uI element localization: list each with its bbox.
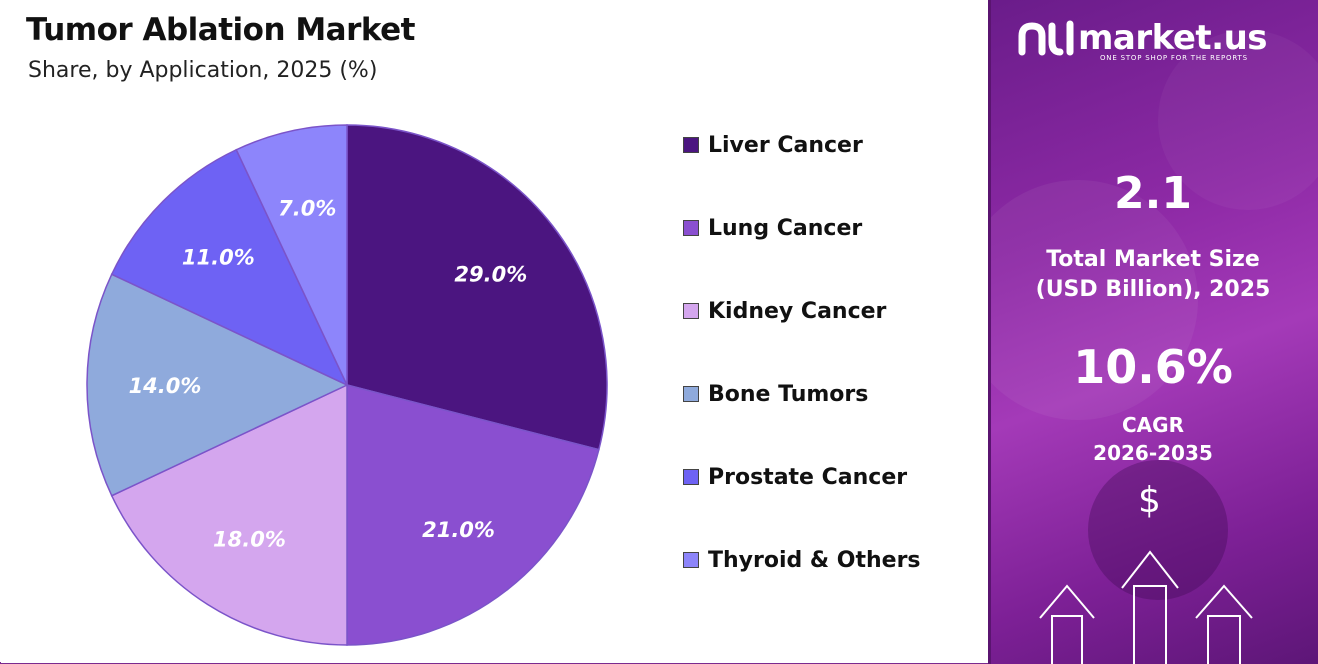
sidebar-border (988, 0, 991, 664)
legend-swatch (683, 303, 699, 319)
legend-swatch (683, 469, 699, 485)
legend-item-kidney-cancer: Kidney Cancer (683, 294, 886, 328)
legend-label: Bone Tumors (708, 381, 869, 407)
logo-icon (1018, 20, 1074, 56)
chart-title: Tumor Ablation Market (26, 12, 416, 48)
legend-label: Kidney Cancer (708, 298, 887, 324)
brand-name: market.us (1078, 18, 1268, 58)
chart-subtitle: Share, by Application, 2025 (%) (28, 58, 378, 83)
slice-label-prostate-cancer: 11.0% (182, 245, 255, 269)
legend-swatch (683, 220, 699, 236)
market-size-value: 2.1 (1114, 168, 1192, 219)
background-decoration (988, 30, 1318, 600)
up-arrow-icon (1195, 584, 1253, 664)
slice-label-liver-cancer: 29.0% (454, 262, 527, 286)
pie-slice-thyroid-others (235, 124, 348, 386)
pie-slice-lung-cancer (346, 384, 600, 646)
dollar-icon: $ (1138, 480, 1161, 521)
pie-slice-bone-tumors (86, 273, 349, 497)
summary-sidebar: market.us ONE STOP SHOP FOR THE REPORTS … (988, 0, 1318, 664)
legend-label: Prostate Cancer (708, 464, 908, 490)
legend-swatch (683, 386, 699, 402)
cagr-value: 10.6% (1073, 340, 1233, 394)
legend-item-prostate-cancer: Prostate Cancer (683, 460, 907, 494)
cagr-label-line2: 2026-2035 (1093, 441, 1213, 465)
market-size-label-line2: (USD Billion), 2025 (1035, 277, 1271, 302)
pie-slice-kidney-cancer (110, 383, 348, 646)
up-arrow-icon (1121, 550, 1179, 664)
pie-slice-prostate-cancer (110, 148, 349, 387)
pie-chart: 29.0% 21.0% 18.0% 14.0% 11.0% 7.0% (86, 124, 608, 646)
slice-label-kidney-cancer: 18.0% (213, 528, 286, 552)
slice-label-thyroid-others: 7.0% (278, 196, 336, 220)
legend-swatch (683, 552, 699, 568)
up-arrow-icon (1039, 584, 1095, 664)
cagr-label: CAGR 2026-2035 (988, 411, 1318, 467)
brand-logo[interactable]: market.us (1018, 18, 1268, 58)
chart-panel: Tumor Ablation Market Share, by Applicat… (26, 12, 921, 646)
legend-label: Thyroid & Others (708, 547, 921, 573)
market-size-label: Total Market Size (USD Billion), 2025 (988, 245, 1318, 305)
slice-label-bone-tumors: 14.0% (129, 374, 202, 398)
cagr-label-line1: CAGR (1122, 413, 1184, 437)
brand-tagline: ONE STOP SHOP FOR THE REPORTS (1100, 54, 1248, 62)
legend-label: Lung Cancer (708, 215, 863, 241)
market-size-label-line1: Total Market Size (1046, 247, 1260, 272)
slice-label-lung-cancer: 21.0% (422, 518, 495, 542)
legend-item-thyroid-others: Thyroid & Others (683, 543, 921, 577)
legend-item-lung-cancer: Lung Cancer (683, 211, 862, 245)
legend-label: Liver Cancer (708, 132, 863, 158)
legend-swatch (683, 137, 699, 153)
legend-item-bone-tumors: Bone Tumors (683, 377, 868, 411)
pie-slice-liver-cancer (346, 124, 608, 451)
growth-arrows (1039, 550, 1253, 664)
legend-item-liver-cancer: Liver Cancer (683, 128, 863, 162)
